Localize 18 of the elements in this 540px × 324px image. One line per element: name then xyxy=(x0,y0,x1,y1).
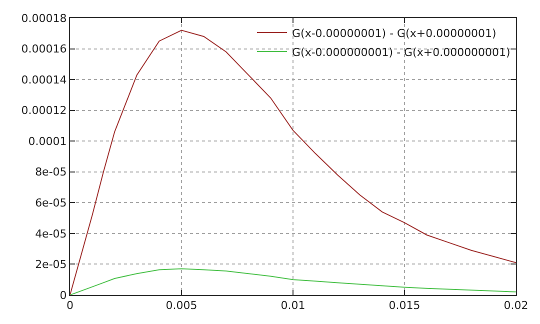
y-tick-label: 6e-05 xyxy=(35,196,67,210)
y-tick-label: 0 xyxy=(60,288,67,302)
x-tick-label: 0.01 xyxy=(280,299,306,312)
x-tick-label: 0.005 xyxy=(166,299,198,312)
y-tick-label: 0.00012 xyxy=(21,104,67,118)
line-series xyxy=(70,30,516,295)
y-tick-label: 2e-05 xyxy=(35,258,67,272)
x-tick-label: 0.02 xyxy=(504,299,528,312)
y-tick-label: 0.00018 xyxy=(21,12,67,25)
line-series xyxy=(70,268,516,295)
y-tick-label: 0.0001 xyxy=(28,134,67,148)
y-tick-label: 8e-05 xyxy=(35,166,67,179)
legend-label: G(x-0.00000001) - G(x+0.00000001) xyxy=(292,26,496,40)
y-tick-label: 4e-05 xyxy=(35,227,67,240)
y-tick-label: 0.00014 xyxy=(21,73,67,86)
legend-label: G(x-0.000000001) - G(x+0.000000001) xyxy=(292,46,510,59)
y-tick-label: 0.00016 xyxy=(21,42,67,56)
x-tick-label: 0.015 xyxy=(388,299,420,312)
